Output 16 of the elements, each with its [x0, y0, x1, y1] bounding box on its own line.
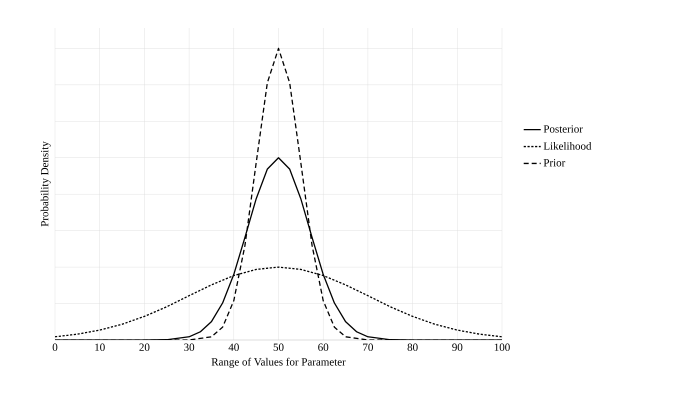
legend-label: Posterior — [544, 125, 583, 133]
legend-label: Prior — [544, 159, 566, 166]
x-axis-title: Range of Values for Parameter — [212, 358, 346, 368]
x-tick-label: 0 — [52, 344, 58, 351]
x-tick-label: 30 — [184, 344, 194, 351]
x-tick-label: 60 — [318, 344, 328, 351]
x-tick-label: 70 — [363, 344, 373, 351]
x-tick-label: 40 — [228, 344, 239, 351]
x-tick-label: 10 — [95, 344, 105, 351]
x-tick-label: 80 — [408, 344, 418, 351]
y-axis-title: Probability Density — [40, 141, 51, 226]
x-tick-label: 100 — [494, 344, 510, 351]
x-tick-label: 50 — [274, 344, 284, 351]
x-tick-label: 90 — [452, 344, 462, 351]
legend-label: Likelihood — [544, 142, 592, 150]
x-tick-label: 20 — [139, 344, 150, 351]
